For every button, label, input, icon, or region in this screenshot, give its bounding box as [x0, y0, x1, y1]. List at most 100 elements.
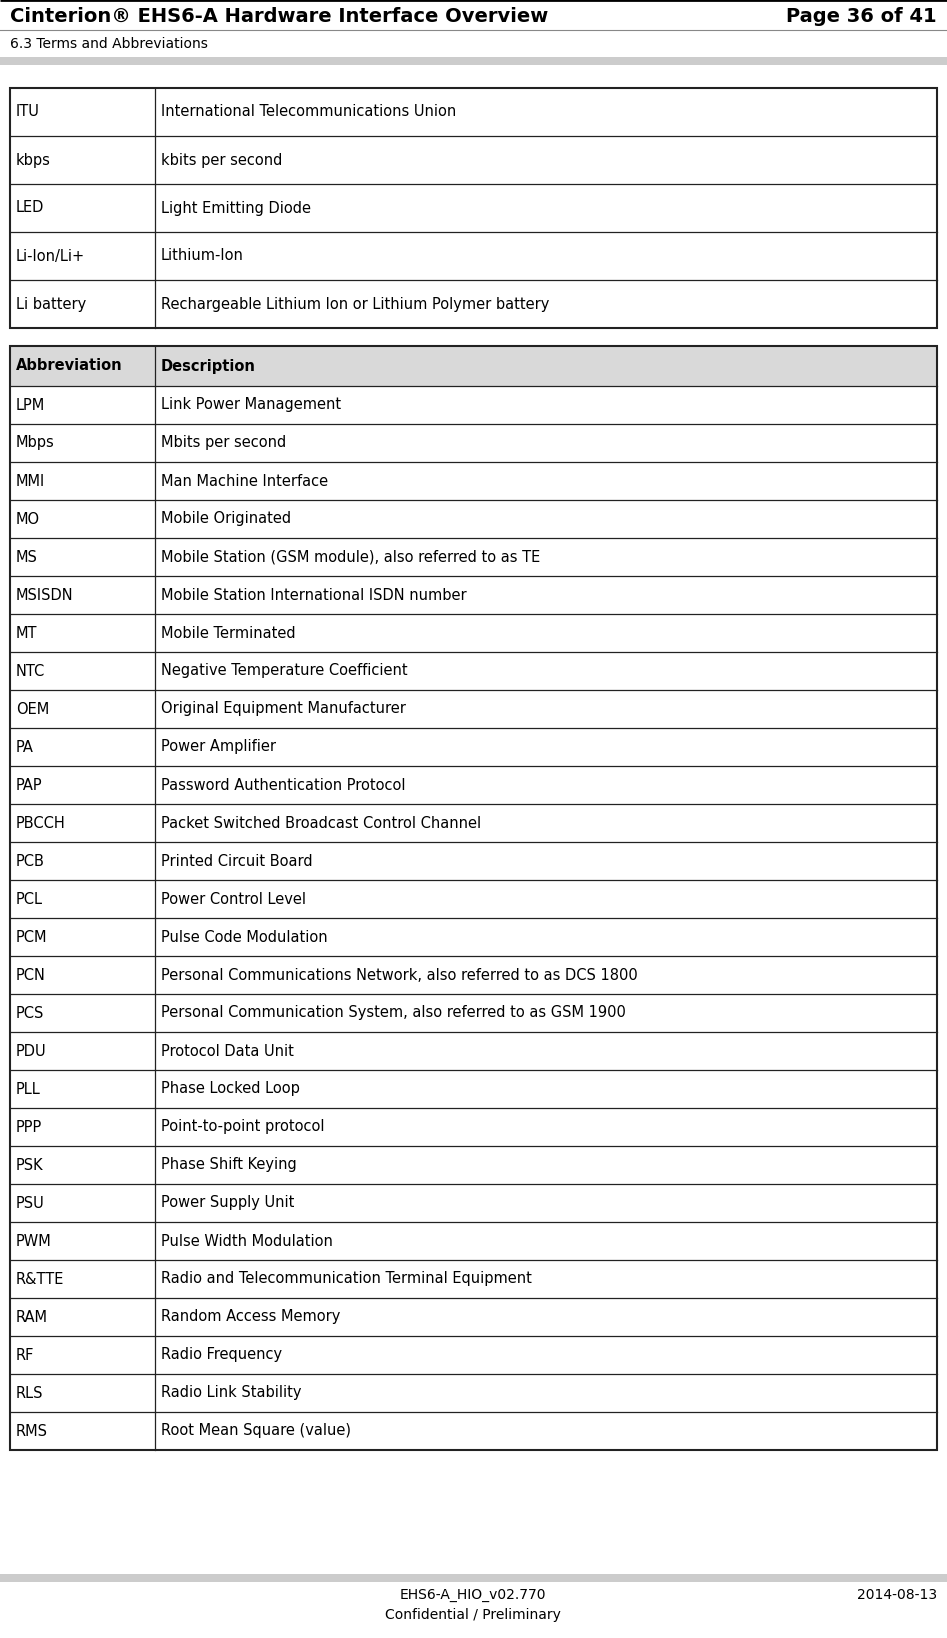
Bar [10, 880, 937, 917]
Text: Radio Link Stability: Radio Link Stability [161, 1386, 301, 1400]
Text: RMS: RMS [16, 1423, 48, 1438]
Text: Personal Communication System, also referred to as GSM 1900: Personal Communication System, also refe… [161, 1006, 626, 1020]
Text: PWM: PWM [16, 1233, 52, 1248]
Text: Mbps: Mbps [16, 436, 55, 450]
Text: Protocol Data Unit: Protocol Data Unit [161, 1043, 294, 1058]
Text: PSU: PSU [16, 1196, 45, 1210]
Text: Pulse Code Modulation: Pulse Code Modulation [161, 929, 328, 945]
Bar [10, 88, 937, 328]
Text: PCL: PCL [16, 891, 43, 906]
Text: Cinterion® EHS6-A Hardware Interface Overview: Cinterion® EHS6-A Hardware Interface Ove… [10, 7, 548, 26]
Text: Radio Frequency: Radio Frequency [161, 1348, 282, 1363]
Text: MO: MO [16, 511, 40, 526]
Text: Mobile Originated: Mobile Originated [161, 511, 291, 526]
Text: RLS: RLS [16, 1386, 44, 1400]
Text: Lithium-Ion: Lithium-Ion [161, 249, 244, 264]
Bar [10, 994, 937, 1032]
Text: Random Access Memory: Random Access Memory [161, 1309, 340, 1325]
Bar [10, 1147, 937, 1184]
Text: Mobile Station (GSM module), also referred to as TE: Mobile Station (GSM module), also referr… [161, 549, 540, 565]
Bar [10, 183, 937, 233]
Text: R&TTE: R&TTE [16, 1271, 64, 1286]
Bar [10, 537, 937, 577]
Text: Li battery: Li battery [16, 296, 86, 311]
Bar [10, 1337, 937, 1374]
Text: 2014-08-13: 2014-08-13 [857, 1587, 937, 1602]
Text: NTC: NTC [16, 663, 45, 678]
Text: RF: RF [16, 1348, 34, 1363]
Text: PCS: PCS [16, 1006, 45, 1020]
Text: PLL: PLL [16, 1081, 41, 1096]
Bar [10, 690, 937, 727]
Bar [10, 1184, 937, 1222]
Text: MMI: MMI [16, 473, 45, 488]
Bar [10, 652, 937, 690]
Text: International Telecommunications Union: International Telecommunications Union [161, 105, 456, 120]
Text: EHS6-A_HIO_v02.770: EHS6-A_HIO_v02.770 [400, 1587, 546, 1602]
Text: Li-Ion/Li+: Li-Ion/Li+ [16, 249, 85, 264]
Text: Power Supply Unit: Power Supply Unit [161, 1196, 295, 1210]
Bar [10, 233, 937, 280]
Text: Radio and Telecommunication Terminal Equipment: Radio and Telecommunication Terminal Equ… [161, 1271, 532, 1286]
Bar [10, 136, 937, 183]
Text: Original Equipment Manufacturer: Original Equipment Manufacturer [161, 701, 406, 716]
Text: Power Amplifier: Power Amplifier [161, 739, 276, 755]
Text: RAM: RAM [16, 1309, 48, 1325]
Text: PBCCH: PBCCH [16, 816, 65, 830]
Bar [10, 88, 937, 136]
Bar [10, 1260, 937, 1297]
Bar [10, 387, 937, 424]
Text: PAP: PAP [16, 778, 43, 793]
Text: PCN: PCN [16, 968, 45, 983]
Text: LED: LED [16, 200, 45, 216]
Bar [0, 1574, 947, 1582]
Bar [10, 577, 937, 614]
Bar [10, 614, 937, 652]
Bar [0, 57, 947, 66]
Bar [10, 727, 937, 767]
Text: Mobile Station International ISDN number: Mobile Station International ISDN number [161, 588, 467, 603]
Text: MT: MT [16, 626, 38, 640]
Bar [10, 804, 937, 842]
Text: PDU: PDU [16, 1043, 46, 1058]
Text: PPP: PPP [16, 1119, 43, 1135]
Text: Point-to-point protocol: Point-to-point protocol [161, 1119, 325, 1135]
Text: LPM: LPM [16, 398, 45, 413]
Text: Printed Circuit Board: Printed Circuit Board [161, 853, 313, 868]
Text: Mobile Terminated: Mobile Terminated [161, 626, 295, 640]
Text: Password Authentication Protocol: Password Authentication Protocol [161, 778, 405, 793]
Bar [10, 767, 937, 804]
Text: PA: PA [16, 739, 34, 755]
Bar [10, 1107, 937, 1147]
Text: PCM: PCM [16, 929, 47, 945]
Bar [10, 1412, 937, 1450]
Text: MS: MS [16, 549, 38, 565]
Bar [10, 842, 937, 880]
Text: Power Control Level: Power Control Level [161, 891, 306, 906]
Text: Pulse Width Modulation: Pulse Width Modulation [161, 1233, 333, 1248]
Text: Packet Switched Broadcast Control Channel: Packet Switched Broadcast Control Channe… [161, 816, 481, 830]
Text: Personal Communications Network, also referred to as DCS 1800: Personal Communications Network, also re… [161, 968, 637, 983]
Bar [10, 1374, 937, 1412]
Bar [10, 1297, 937, 1337]
Text: 6.3 Terms and Abbreviations: 6.3 Terms and Abbreviations [10, 38, 208, 51]
Text: Confidential / Preliminary: Confidential / Preliminary [385, 1609, 561, 1622]
Text: Abbreviation: Abbreviation [16, 359, 122, 373]
Bar [10, 500, 937, 537]
Text: Page 36 of 41: Page 36 of 41 [786, 7, 937, 26]
Bar [10, 346, 937, 1450]
Bar [10, 917, 937, 957]
Text: Rechargeable Lithium Ion or Lithium Polymer battery: Rechargeable Lithium Ion or Lithium Poly… [161, 296, 549, 311]
Text: Description: Description [161, 359, 256, 373]
Text: Mbits per second: Mbits per second [161, 436, 286, 450]
Bar [10, 424, 937, 462]
Text: Root Mean Square (value): Root Mean Square (value) [161, 1423, 351, 1438]
Text: Light Emitting Diode: Light Emitting Diode [161, 200, 311, 216]
Text: Negative Temperature Coefficient: Negative Temperature Coefficient [161, 663, 407, 678]
Bar [10, 462, 937, 500]
Text: ITU: ITU [16, 105, 40, 120]
Text: Link Power Management: Link Power Management [161, 398, 341, 413]
Bar [10, 957, 937, 994]
Text: Phase Locked Loop: Phase Locked Loop [161, 1081, 300, 1096]
Text: kbps: kbps [16, 152, 51, 167]
